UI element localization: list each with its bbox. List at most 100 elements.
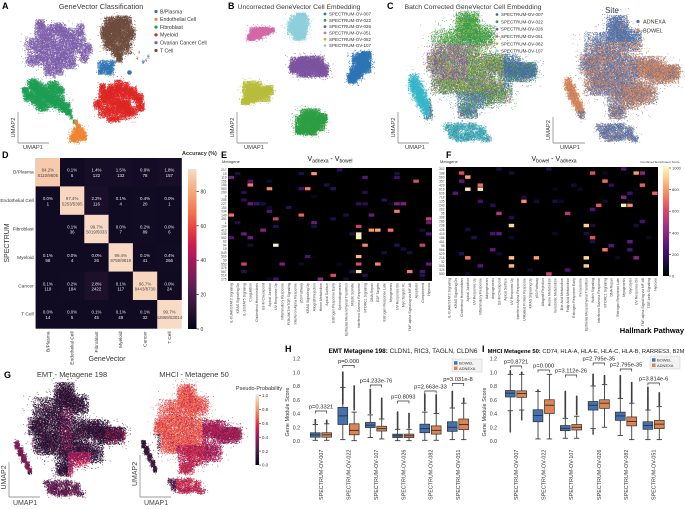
svg-text:BOWEL: BOWEL [657, 358, 672, 363]
svg-text:1.2: 1.2 [490, 357, 497, 363]
svg-text:Complement: Complement [421, 283, 425, 303]
svg-text:14: 14 [45, 315, 50, 320]
svg-text:626: 626 [439, 191, 445, 195]
svg-text:SPECTRUM-OV-082: SPECTRUM-OV-082 [429, 450, 435, 500]
svg-text:Cancer: Cancer [18, 283, 34, 289]
svg-text:p=0.8721: p=0.8721 [504, 360, 528, 366]
svg-text:194: 194 [221, 225, 227, 229]
svg-text:p=2.795e-35: p=2.795e-35 [610, 363, 643, 369]
svg-text:Mitotic Spindle: Mitotic Spindle [351, 283, 355, 306]
svg-text:4: 4 [120, 201, 123, 206]
svg-text:Interferon Alpha Response: Interferon Alpha Response [293, 283, 297, 324]
svg-text:Myeloid: Myeloid [160, 33, 178, 39]
svg-text:SPECTRUM-OV-026: SPECTRUM-OV-026 [401, 450, 407, 500]
svg-text:Myogenesis: Myogenesis [389, 283, 393, 302]
svg-text:4: 4 [71, 258, 74, 263]
svg-text:6: 6 [168, 230, 171, 235]
svg-text:Epithelial Mesenchymal Transit: Epithelial Mesenchymal Transition [344, 283, 348, 336]
svg-text:205: 205 [221, 198, 227, 202]
svg-text:p=3.112e-26: p=3.112e-26 [555, 369, 587, 375]
svg-text:62: 62 [223, 240, 227, 244]
svg-text:0.4: 0.4 [293, 412, 300, 418]
svg-text:514: 514 [221, 274, 227, 278]
svg-text:429: 429 [439, 183, 445, 187]
svg-text:553: 553 [439, 264, 445, 268]
svg-text:Endothelial Cell: Endothelial Cell [70, 331, 76, 364]
svg-text:718: 718 [439, 195, 445, 199]
svg-text:Combined Enrichment Score: Combined Enrichment Score [640, 160, 680, 164]
svg-text:0.1%: 0.1% [43, 281, 53, 286]
svg-text:UMAP1: UMAP1 [13, 500, 37, 507]
svg-text:59: 59 [223, 258, 227, 262]
svg-text:SPECTRUM-OV-007: SPECTRUM-OV-007 [501, 12, 544, 17]
svg-text:122: 122 [93, 173, 101, 178]
svg-text:Metagene: Metagene [440, 159, 459, 164]
svg-text:Hallmark Pathway: Hallmark Pathway [620, 326, 685, 335]
svg-text:0.0%: 0.0% [116, 225, 126, 230]
svg-text:DNA Repair: DNA Repair [610, 277, 614, 296]
svg-text:Apical Surface: Apical Surface [325, 283, 329, 306]
svg-text:Myc Targets V1: Myc Targets V1 [402, 283, 406, 307]
svg-text:IL-6/JAK/STAT3 Signaling: IL-6/JAK/STAT3 Signaling [230, 283, 234, 323]
svg-text:SPECTRUM-OV-007: SPECTRUM-OV-007 [514, 450, 520, 500]
svg-text:TNF-alpha Signaling via NF-kB: TNF-alpha Signaling via NF-kB [641, 277, 645, 326]
svg-text:275: 275 [221, 277, 227, 281]
svg-text:154: 154 [221, 206, 227, 210]
svg-text:UMAP2: UMAP2 [230, 118, 236, 138]
svg-text:p53 Pathway: p53 Pathway [535, 278, 539, 298]
svg-text:566: 566 [439, 248, 445, 252]
svg-text:C: C [387, 1, 394, 11]
svg-text:Xenobiotic Metabolism: Xenobiotic Metabolism [554, 278, 558, 313]
svg-text:EMT - Metagene 198: EMT - Metagene 198 [37, 370, 107, 379]
svg-text:p=3.031e-8: p=3.031e-8 [443, 377, 473, 383]
svg-text:0.0%: 0.0% [43, 196, 53, 201]
svg-text:94: 94 [223, 243, 227, 247]
svg-text:D: D [2, 150, 9, 160]
svg-text:TGF-beta Signaling: TGF-beta Signaling [647, 278, 651, 308]
svg-text:Allograft Rejection: Allograft Rejection [541, 278, 545, 306]
svg-text:0: 0 [672, 274, 675, 279]
svg-text:ADNEXA: ADNEXA [657, 363, 674, 368]
svg-text:Myeloid: Myeloid [118, 331, 124, 348]
svg-text:SPECTRUM-OV-022: SPECTRUM-OV-022 [329, 18, 372, 23]
svg-text:Fibroblast: Fibroblast [13, 227, 35, 233]
svg-text:98: 98 [45, 258, 50, 263]
svg-text:KRAS Signaling Dn: KRAS Signaling Dn [454, 278, 458, 308]
svg-text:119: 119 [44, 287, 52, 292]
svg-text:117: 117 [117, 287, 125, 292]
svg-text:1: 1 [47, 201, 50, 206]
svg-text:KRAS Signaling Dn: KRAS Signaling Dn [236, 283, 240, 313]
svg-text:1.4%: 1.4% [91, 168, 101, 173]
svg-text:Notch Signaling: Notch Signaling [591, 278, 595, 303]
svg-text:580: 580 [439, 272, 445, 276]
svg-text:p=3.814e-6: p=3.814e-6 [639, 377, 669, 383]
svg-text:p=2.795e-35: p=2.795e-35 [582, 357, 615, 363]
svg-text:IL-2/STAT5 Signaling: IL-2/STAT5 Signaling [242, 283, 246, 316]
svg-text:G2-M Checkpoint: G2-M Checkpoint [497, 278, 501, 305]
svg-text:5019/5033: 5019/5033 [86, 230, 107, 235]
svg-text:SPECTRUM-OV-082: SPECTRUM-OV-082 [501, 41, 544, 46]
svg-text:266: 266 [166, 258, 174, 263]
svg-text:BOWEL: BOWEL [643, 29, 663, 35]
svg-text:UMAP1: UMAP1 [244, 145, 264, 151]
svg-text:339: 339 [221, 232, 227, 236]
svg-text:84.2%: 84.2% [42, 168, 55, 173]
svg-text:600: 600 [672, 209, 679, 214]
svg-text:0.0%: 0.0% [91, 253, 101, 258]
svg-text:Glycolysis: Glycolysis [628, 278, 632, 294]
svg-text:SPECTRUM-OV-022: SPECTRUM-OV-022 [501, 19, 544, 24]
svg-text:560: 560 [439, 175, 445, 179]
svg-text:0.2: 0.2 [262, 449, 269, 454]
svg-text:566: 566 [221, 255, 227, 259]
svg-text:2.2%: 2.2% [91, 196, 101, 201]
svg-text:0.0: 0.0 [490, 439, 497, 445]
svg-text:0.6: 0.6 [293, 398, 300, 404]
svg-text:7: 7 [120, 230, 123, 235]
svg-text:Spermatogenesis: Spermatogenesis [338, 283, 342, 310]
svg-text:1.5%: 1.5% [116, 168, 126, 173]
svg-text:p=2.663e-33: p=2.663e-33 [414, 385, 447, 391]
svg-text:SPECTRUM-OV-051: SPECTRUM-OV-051 [456, 450, 462, 500]
svg-text:UV Response Up: UV Response Up [472, 278, 476, 305]
svg-text:Fibroblast: Fibroblast [94, 331, 100, 353]
svg-text:0: 0 [201, 327, 204, 333]
